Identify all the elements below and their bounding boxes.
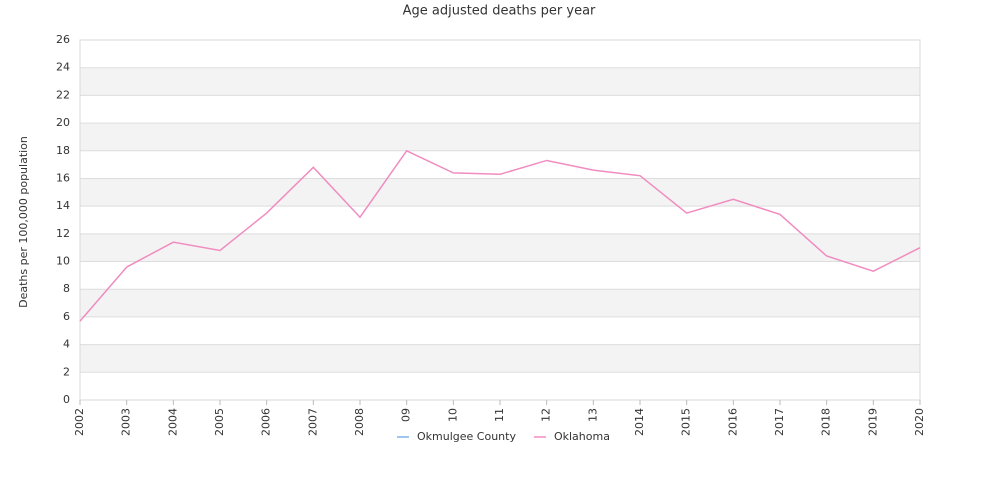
- y-tick-label: 2: [63, 365, 70, 378]
- y-axis-label: Deaths per 100,000 population: [17, 136, 30, 308]
- x-tick-label: 2007: [306, 408, 319, 436]
- y-tick-label: 8: [63, 282, 70, 295]
- band: [80, 123, 920, 151]
- y-tick-label: 0: [63, 393, 70, 406]
- legend-label: Oklahoma: [554, 430, 610, 443]
- x-tick-label: 2015: [680, 408, 693, 436]
- y-tick-label: 16: [56, 171, 70, 184]
- y-tick-label: 6: [63, 310, 70, 323]
- x-tick-label: 2002: [73, 408, 86, 436]
- band: [80, 289, 920, 317]
- x-tick-label: 13: [586, 408, 599, 422]
- band: [80, 67, 920, 96]
- band: [80, 178, 920, 207]
- band: [80, 344, 920, 373]
- y-tick-label: 24: [56, 61, 70, 74]
- x-tick-label: 12: [540, 408, 553, 422]
- x-tick-label: 2018: [820, 408, 833, 436]
- x-tick-label: 11: [493, 408, 506, 422]
- x-tick-label: 2017: [773, 408, 786, 436]
- y-tick-label: 20: [56, 116, 70, 129]
- series-line: [79, 149, 921, 322]
- x-tick-label: 09: [400, 408, 413, 422]
- y-tick-label: 14: [56, 199, 70, 212]
- x-tick-label: 2003: [120, 408, 133, 436]
- y-tick-label: 10: [56, 255, 70, 268]
- y-tick-label: 26: [56, 33, 70, 46]
- y-tick-label: 22: [56, 88, 70, 101]
- band: [80, 233, 920, 262]
- legend-label: Okmulgee County: [417, 430, 516, 443]
- x-tick-label: 2006: [260, 408, 273, 436]
- chart-title: Age adjusted deaths per year: [403, 4, 596, 19]
- x-tick-label: 2008: [353, 408, 366, 436]
- x-tick-label: 10: [446, 408, 459, 422]
- y-tick-label: 12: [56, 227, 70, 240]
- x-tick-label: 2016: [726, 408, 739, 436]
- x-tick-label: 2004: [166, 408, 179, 436]
- y-tick-label: 4: [63, 338, 70, 351]
- x-tick-label: 2020: [913, 408, 926, 436]
- y-tick-label: 18: [56, 144, 70, 157]
- x-tick-label: 2005: [213, 408, 226, 436]
- x-tick-label: 2019: [866, 408, 879, 436]
- x-tick-label: 2014: [633, 408, 646, 436]
